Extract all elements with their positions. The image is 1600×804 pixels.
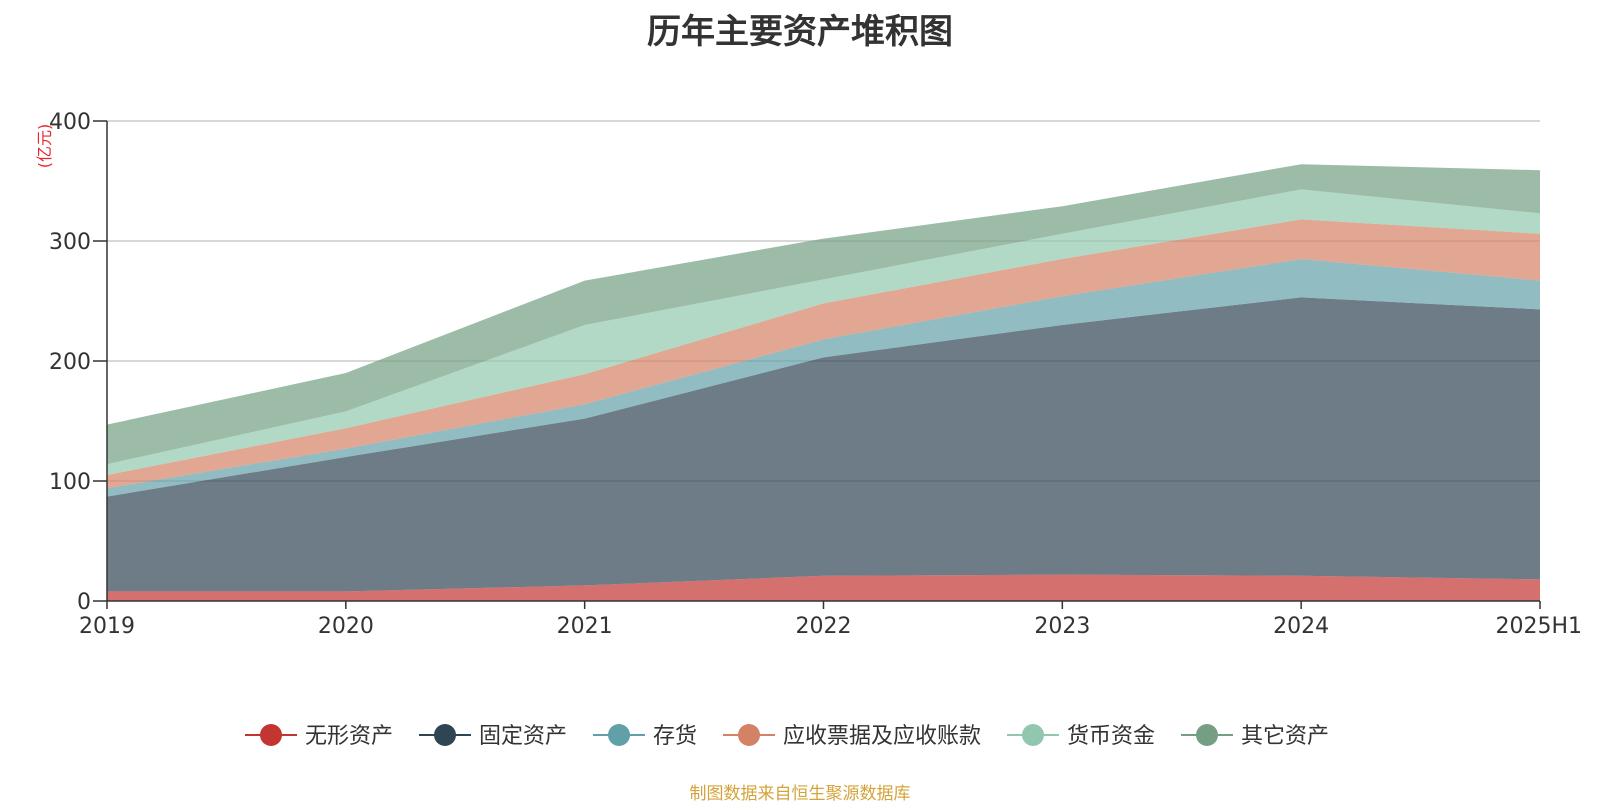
legend-marker-icon <box>260 724 282 746</box>
legend-label: 无形资产 <box>305 724 393 749</box>
area-series <box>107 259 1540 497</box>
area-series <box>107 574 1540 601</box>
legend-label: 其它资产 <box>1241 724 1329 749</box>
legend-marker-icon <box>1022 724 1044 746</box>
legend-item[interactable]: 无形资产 <box>245 724 393 749</box>
x-tick-label: 2019 <box>79 614 135 639</box>
legend-marker-icon <box>1196 724 1218 746</box>
y-tick-label: 300 <box>49 230 91 255</box>
x-tick-label: 2022 <box>796 614 852 639</box>
y-tick-label: 100 <box>49 470 91 495</box>
y-tick-label: 200 <box>49 350 91 375</box>
axes: 0 100 200 300 400 2019 2020 2021 2022 2023 2024 202… <box>49 110 1582 639</box>
legend-item[interactable]: 其它资产 <box>1181 724 1329 749</box>
y-tick-label: 0 <box>77 590 91 615</box>
legend-label: 存货 <box>653 724 697 749</box>
area-series <box>107 164 1540 465</box>
legend-marker-icon <box>608 724 630 746</box>
y-tick-label: 400 <box>49 110 91 135</box>
area-series <box>107 189 1540 475</box>
x-tick-label: 2025H1 <box>1495 614 1582 639</box>
area-series <box>107 219 1540 489</box>
legend-label: 固定资产 <box>479 724 567 749</box>
y-axis-unit-label: (亿元) <box>35 124 54 169</box>
data-source-note: 制图数据来自恒生聚源数据库 <box>689 784 911 804</box>
x-tick-label: 2024 <box>1273 614 1329 639</box>
area-series-layer <box>107 164 1540 601</box>
legend-item[interactable]: 货币资金 <box>1007 724 1155 749</box>
area-series <box>107 297 1540 592</box>
x-tick-label: 2020 <box>318 614 374 639</box>
legend-item[interactable]: 应收票据及应收账款 <box>723 724 981 749</box>
legend-label: 货币资金 <box>1067 724 1155 749</box>
legend: 无形资产 固定资产 存货 应收票据及应收账款 货币资金 其它资产 <box>245 724 1329 749</box>
x-tick-label: 2023 <box>1034 614 1090 639</box>
legend-label: 应收票据及应收账款 <box>783 724 981 749</box>
legend-item[interactable]: 存货 <box>593 724 697 749</box>
legend-marker-icon <box>434 724 456 746</box>
legend-item[interactable]: 固定资产 <box>419 724 567 749</box>
chart-title: 历年主要资产堆积图 <box>647 12 953 52</box>
x-tick-label: 2021 <box>557 614 613 639</box>
legend-marker-icon <box>738 724 760 746</box>
